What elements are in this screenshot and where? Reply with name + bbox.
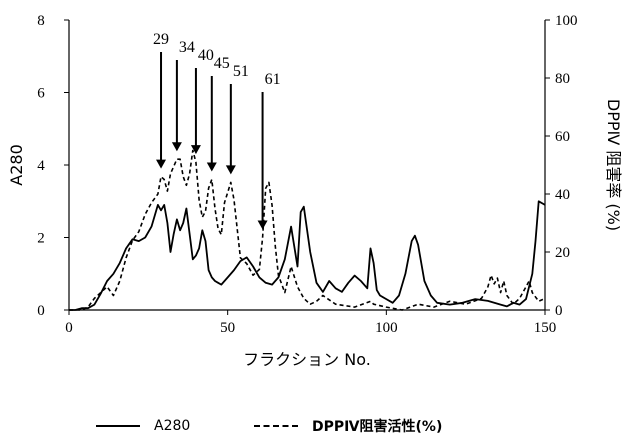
annotation-label: 34 [179, 39, 195, 56]
annotations: 29 34 40 45 51 61 [153, 31, 281, 230]
legend-swatch-solid [96, 425, 140, 427]
y-right-tick-label: 20 [555, 245, 570, 261]
y-right-tick-label: 80 [555, 71, 570, 87]
y-left-tick-label: 0 [37, 303, 45, 319]
axes [68, 20, 546, 311]
y-right-tick-label: 60 [555, 129, 570, 145]
annotation-label: 40 [198, 47, 214, 64]
series-dppiv-inhibition-line [69, 149, 546, 311]
annotation-label: 45 [214, 55, 230, 72]
y-left-tick-label: 4 [37, 158, 45, 174]
y-axis-right-title: DPPⅣ 阻害率 (%) [604, 99, 623, 231]
x-tick-label: 0 [65, 320, 73, 336]
annotation-label: 29 [153, 31, 169, 48]
y-right-tick-label: 100 [555, 13, 578, 29]
annotation-label: 51 [233, 63, 249, 80]
y-left-tick-label: 6 [37, 86, 45, 102]
annotation-arrow-head [257, 220, 268, 230]
x-tick-label: 150 [534, 320, 557, 336]
x-tick-label: 50 [220, 320, 235, 336]
annotation-arrow-head [225, 165, 236, 175]
legend-swatch-dashed [254, 425, 298, 427]
annotation-arrow-head [156, 159, 167, 169]
annotation-arrow-head [206, 162, 217, 172]
annotation-arrow-head [171, 142, 182, 152]
x-tick-label: 100 [375, 320, 398, 336]
legend-item-dpp: DPPⅣ阻害活性(%) [254, 416, 442, 436]
y-left-tick-label: 8 [37, 13, 45, 29]
annotation-label: 61 [265, 71, 281, 88]
legend-label-a280: A280 [154, 418, 191, 434]
legend-item-a280: A280 [96, 416, 190, 436]
annotation-arrow-head [190, 145, 201, 155]
y-left-tick-label: 2 [37, 231, 45, 247]
series-a280-line [69, 200, 546, 311]
series-layer [69, 149, 546, 311]
y-right-tick-label: 0 [555, 303, 563, 319]
legend-label-dpp: DPPⅣ阻害活性(%) [312, 419, 443, 435]
y-axis-left-title: A280 [7, 144, 26, 185]
x-axis-title: フラクション No. [243, 350, 371, 369]
y-right-tick-label: 40 [555, 187, 570, 203]
